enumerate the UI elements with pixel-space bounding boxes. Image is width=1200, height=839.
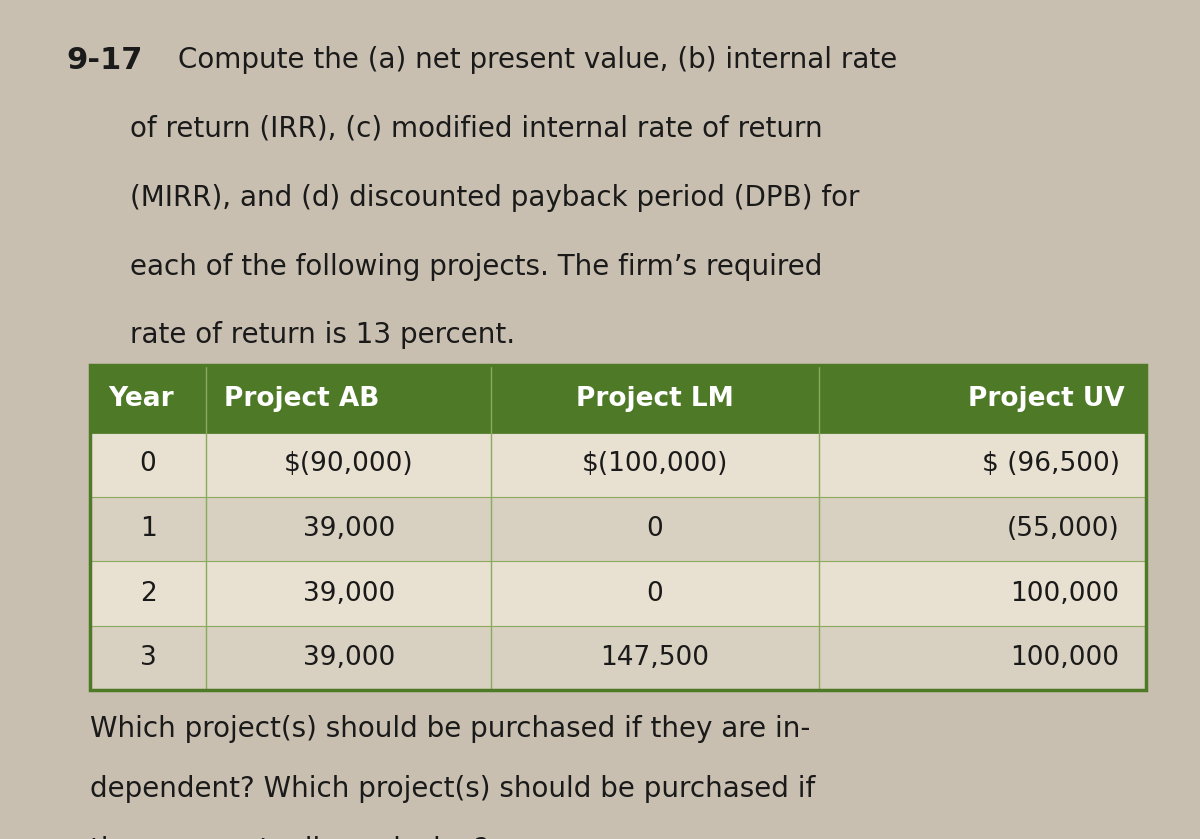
Text: Project LM: Project LM [576, 386, 734, 411]
Text: rate of return is 13 percent.: rate of return is 13 percent. [130, 321, 515, 349]
Text: of return (IRR), (c) modified internal rate of return: of return (IRR), (c) modified internal r… [130, 115, 822, 143]
Text: Compute the (a) net present value, (b) internal rate: Compute the (a) net present value, (b) i… [178, 46, 896, 74]
Text: 1: 1 [139, 516, 156, 542]
Text: $(90,000): $(90,000) [284, 451, 414, 477]
Text: Year: Year [108, 386, 174, 411]
Text: 39,000: 39,000 [302, 516, 395, 542]
Text: Which project(s) should be purchased if they are in-: Which project(s) should be purchased if … [90, 715, 810, 743]
Text: each of the following projects. The firm’s required: each of the following projects. The firm… [130, 253, 822, 280]
Text: dependent? Which project(s) should be purchased if: dependent? Which project(s) should be pu… [90, 775, 815, 803]
Text: 0: 0 [647, 581, 664, 607]
Text: 0: 0 [647, 516, 664, 542]
FancyBboxPatch shape [90, 365, 1146, 432]
Text: 3: 3 [139, 645, 156, 671]
Text: Project AB: Project AB [224, 386, 379, 411]
Text: 2: 2 [139, 581, 156, 607]
FancyBboxPatch shape [90, 497, 1146, 561]
Text: they are mutually exclusive?: they are mutually exclusive? [90, 836, 488, 839]
Text: 39,000: 39,000 [302, 645, 395, 671]
Text: 39,000: 39,000 [302, 581, 395, 607]
FancyBboxPatch shape [90, 626, 1146, 690]
Text: (55,000): (55,000) [1007, 516, 1120, 542]
Text: 100,000: 100,000 [1010, 581, 1120, 607]
Text: 147,500: 147,500 [600, 645, 709, 671]
Text: 100,000: 100,000 [1010, 645, 1120, 671]
FancyBboxPatch shape [90, 561, 1146, 626]
Text: $(100,000): $(100,000) [582, 451, 728, 477]
Text: 0: 0 [139, 451, 156, 477]
Text: Project UV: Project UV [967, 386, 1124, 411]
FancyBboxPatch shape [90, 432, 1146, 497]
Text: $ (96,500): $ (96,500) [982, 451, 1120, 477]
Text: (MIRR), and (d) discounted payback period (DPB) for: (MIRR), and (d) discounted payback perio… [130, 184, 859, 211]
Text: 9-17: 9-17 [66, 46, 143, 76]
